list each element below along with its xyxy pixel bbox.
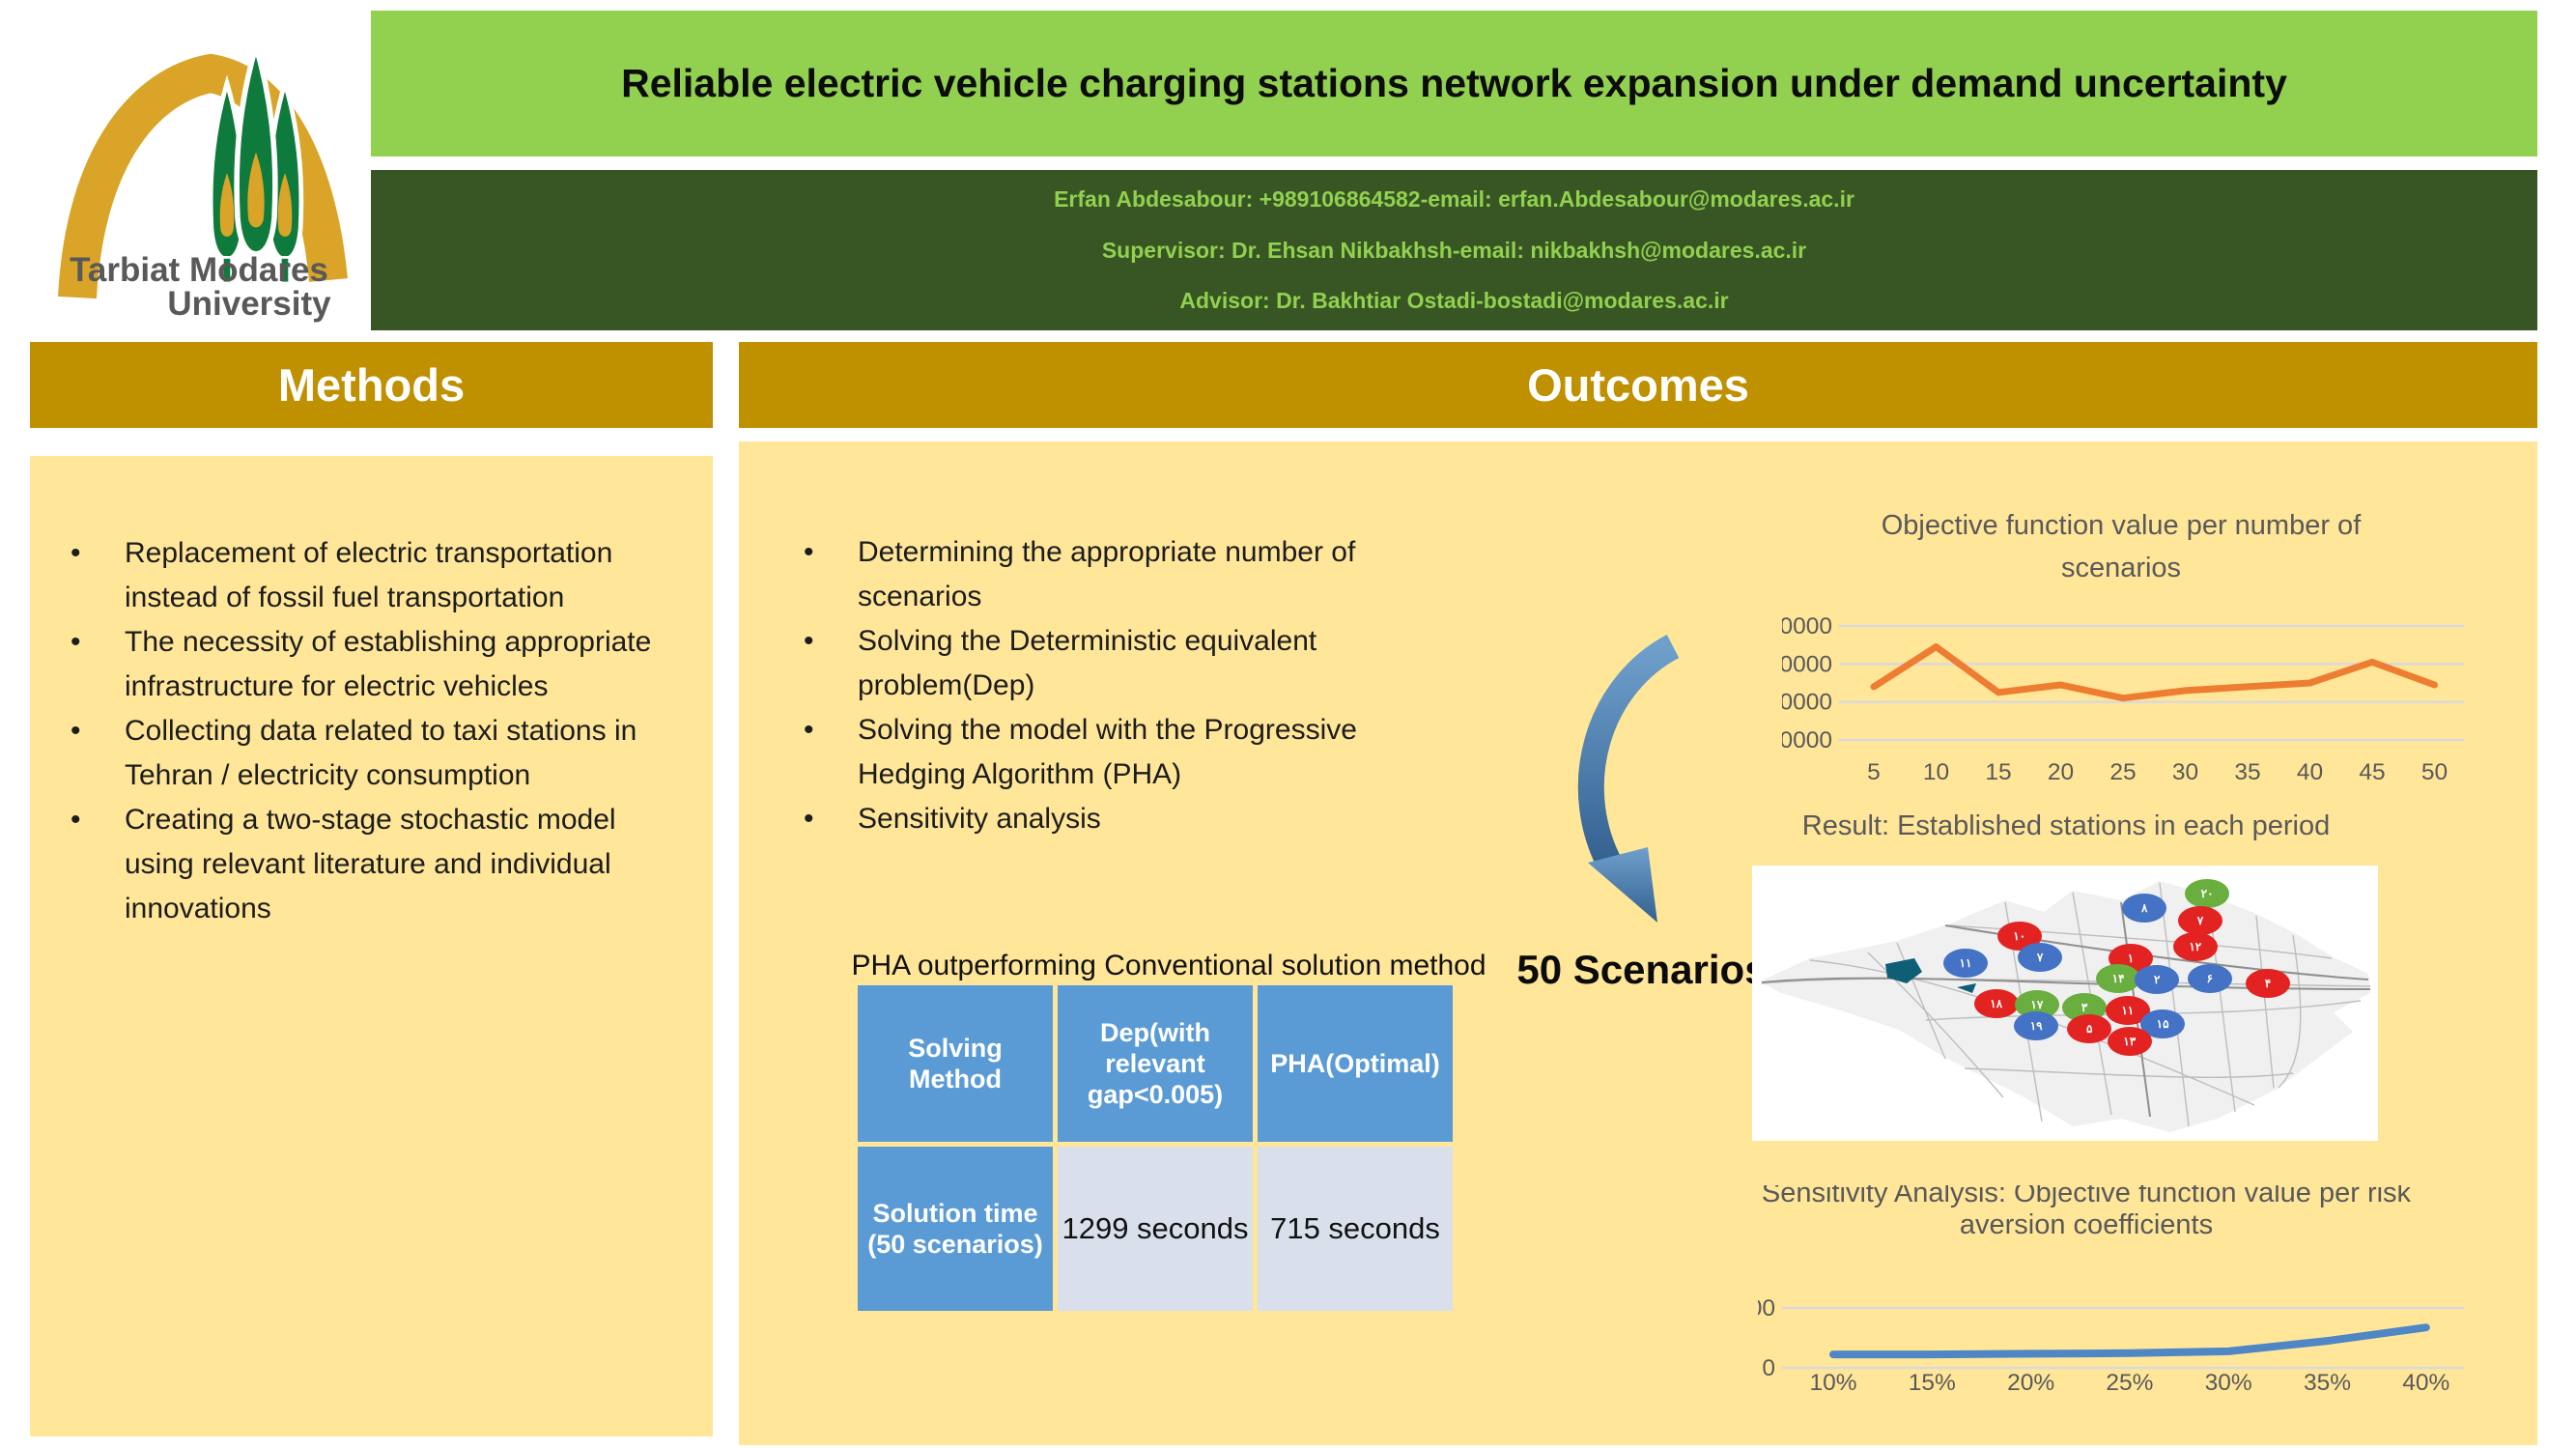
station-marker: ۱۱	[2105, 995, 2150, 1025]
bullet-item: The necessity of establishing appropriat…	[59, 620, 677, 709]
methods-heading: Methods	[277, 359, 466, 411]
logo-name-line1: Tarbiat Modares	[70, 251, 328, 289]
university-logo-icon: Tarbiat Modares University	[58, 36, 348, 323]
small-lake-shape	[1957, 983, 1976, 993]
x-tick-label: 10%	[1809, 1370, 1856, 1396]
logo-cypress-trees	[208, 36, 304, 285]
table-header-cell: PHA(Optimal)	[1258, 985, 1453, 1142]
methods-panel: Replacement of electric transportation i…	[30, 456, 713, 1436]
station-marker: ۸	[2122, 893, 2167, 923]
logo-name-line2: University	[167, 285, 331, 323]
chart-title: aversion coefficients	[1960, 1209, 2213, 1240]
y-tick-label: 4900000	[1782, 690, 1832, 716]
y-tick-label: 4940000	[1782, 613, 1832, 639]
x-tick-label: 45	[2359, 759, 2385, 785]
chart-title: scenarios	[2061, 553, 2181, 583]
y-tick-label: 4880000	[1782, 727, 1832, 753]
curved-arrow-icon	[1555, 633, 1710, 952]
y-tick-label: 0	[1762, 1355, 1775, 1381]
x-tick-label: 35%	[2304, 1370, 2351, 1396]
sensitivity-analysis-chart: Sensitivity Analysis: Objective function…	[1670, 1178, 2477, 1436]
pha-comparison-title: PHA outperforming Conventional solution …	[851, 950, 1486, 981]
y-tick-label: 4920000	[1782, 651, 1832, 677]
outcomes-panel: Determining the appropriate number of sc…	[739, 441, 2537, 1445]
x-tick-label: 25	[2109, 759, 2136, 785]
poster-title: Reliable electric vehicle charging stati…	[621, 61, 2287, 105]
station-marker: ۲۰	[2185, 879, 2230, 909]
table-row: Solution time (50 scenarios) 1299 second…	[858, 1147, 1453, 1311]
outcomes-header: Outcomes	[739, 342, 2537, 428]
station-marker: ۵	[2067, 1014, 2112, 1043]
x-tick-label: 5	[1867, 759, 1881, 785]
station-marker: ۴	[2245, 968, 2290, 998]
station-marker: ۷	[2177, 906, 2222, 935]
university-logo: Tarbiat Modares University	[17, 8, 365, 327]
bullet-item: Collecting data related to taxi stations…	[59, 709, 677, 798]
bullet-item: Determining the appropriate number of sc…	[792, 530, 1410, 619]
x-tick-label: 30	[2172, 759, 2198, 785]
advisor-line: Advisor: Dr. Bakhtiar Ostadi-bostadi@mod…	[1179, 288, 1729, 313]
outcomes-bullet-list: Determining the appropriate number of sc…	[792, 530, 1410, 841]
x-tick-label: 10	[1923, 759, 1949, 785]
lake-shape	[1885, 958, 1922, 983]
station-marker: ۶	[2187, 964, 2232, 994]
table-cell: 715 seconds	[1258, 1147, 1453, 1311]
methods-bullet-list: Replacement of electric transportation i…	[59, 531, 677, 931]
author-bar: Erfan Abdesabour: +989106864582-email: e…	[371, 170, 2537, 330]
table-header-row: Solving Method Dep(with relevant gap<0.0…	[858, 985, 1453, 1142]
data-line	[1870, 643, 2438, 702]
station-marker: ۱۹	[2014, 1010, 2059, 1040]
station-marker: ۲	[2135, 964, 2180, 994]
bullet-item: Solving the model with the Progressive H…	[792, 708, 1410, 797]
solution-time-table: Solving Method Dep(with relevant gap<0.0…	[853, 980, 1458, 1316]
author-line: Erfan Abdesabour: +989106864582-email: e…	[1054, 186, 1854, 212]
title-bar: Reliable electric vehicle charging stati…	[371, 11, 2537, 156]
x-tick-label: 15%	[1909, 1370, 1956, 1396]
x-tick-label: 20%	[2007, 1370, 2054, 1396]
map-title: Result: Established stations in each per…	[1801, 810, 2331, 841]
bullet-item: Sensitivity analysis	[792, 797, 1410, 841]
objective-scenarios-chart: Objective function value per number of sc…	[1741, 499, 2477, 847]
scenarios-count-label: 50 Scenarios	[1516, 947, 1768, 992]
x-tick-label: 20	[2048, 759, 2074, 785]
logo-arch	[58, 53, 348, 299]
chart-title: Objective function value per number of	[1882, 510, 2362, 541]
station-marker: ۱۱	[1942, 948, 1988, 978]
bullet-item: Solving the Deterministic equivalent pro…	[792, 619, 1410, 708]
table-header-cell: Dep(with relevant gap<0.005)	[1058, 985, 1253, 1142]
station-marker: ۷	[2018, 942, 2063, 972]
supervisor-line: Supervisor: Dr. Ehsan Nikbakhsh-email: n…	[1101, 237, 1807, 263]
table-row-header-cell: Solution time (50 scenarios)	[858, 1147, 1053, 1311]
x-tick-label: 50	[2421, 759, 2448, 785]
methods-header: Methods	[30, 342, 713, 428]
station-marker: ۱۸	[1973, 989, 2019, 1019]
table-cell: 1299 seconds	[1058, 1147, 1253, 1311]
data-line	[1829, 1323, 2430, 1359]
chart-title: Sensitivity Analysis: Objective function…	[1762, 1185, 2412, 1208]
x-tick-label: 15	[1985, 759, 2011, 785]
x-tick-label: 25%	[2106, 1370, 2153, 1396]
bullet-item: Creating a two-stage stochastic model us…	[59, 798, 677, 931]
station-marker: ۱۳	[2107, 1027, 2152, 1057]
x-tick-label: 30%	[2205, 1370, 2252, 1396]
x-tick-label: 40%	[2402, 1370, 2449, 1396]
station-marker: ۱۲	[2172, 932, 2218, 962]
x-tick-label: 40	[2297, 759, 2323, 785]
y-tick-label: 20000000	[1758, 1295, 1775, 1321]
bullet-item: Replacement of electric transportation i…	[59, 531, 677, 620]
outcomes-heading: Outcomes	[1527, 359, 1749, 411]
station-marker: ۱۴	[2096, 964, 2141, 994]
x-tick-label: 35	[2234, 759, 2260, 785]
stations-map: ۲۰ ۸ ۷ ۱۲ ۱۰ ۱۱ ۷ ۱ ۱۴ ۲ ۶ ۴ ۱۸ ۱۷ ۳ ۱۱ ۱۵ ۱۹ ۵ ۱۳	[1752, 866, 2378, 1141]
table-header-cell: Solving Method	[858, 985, 1053, 1142]
